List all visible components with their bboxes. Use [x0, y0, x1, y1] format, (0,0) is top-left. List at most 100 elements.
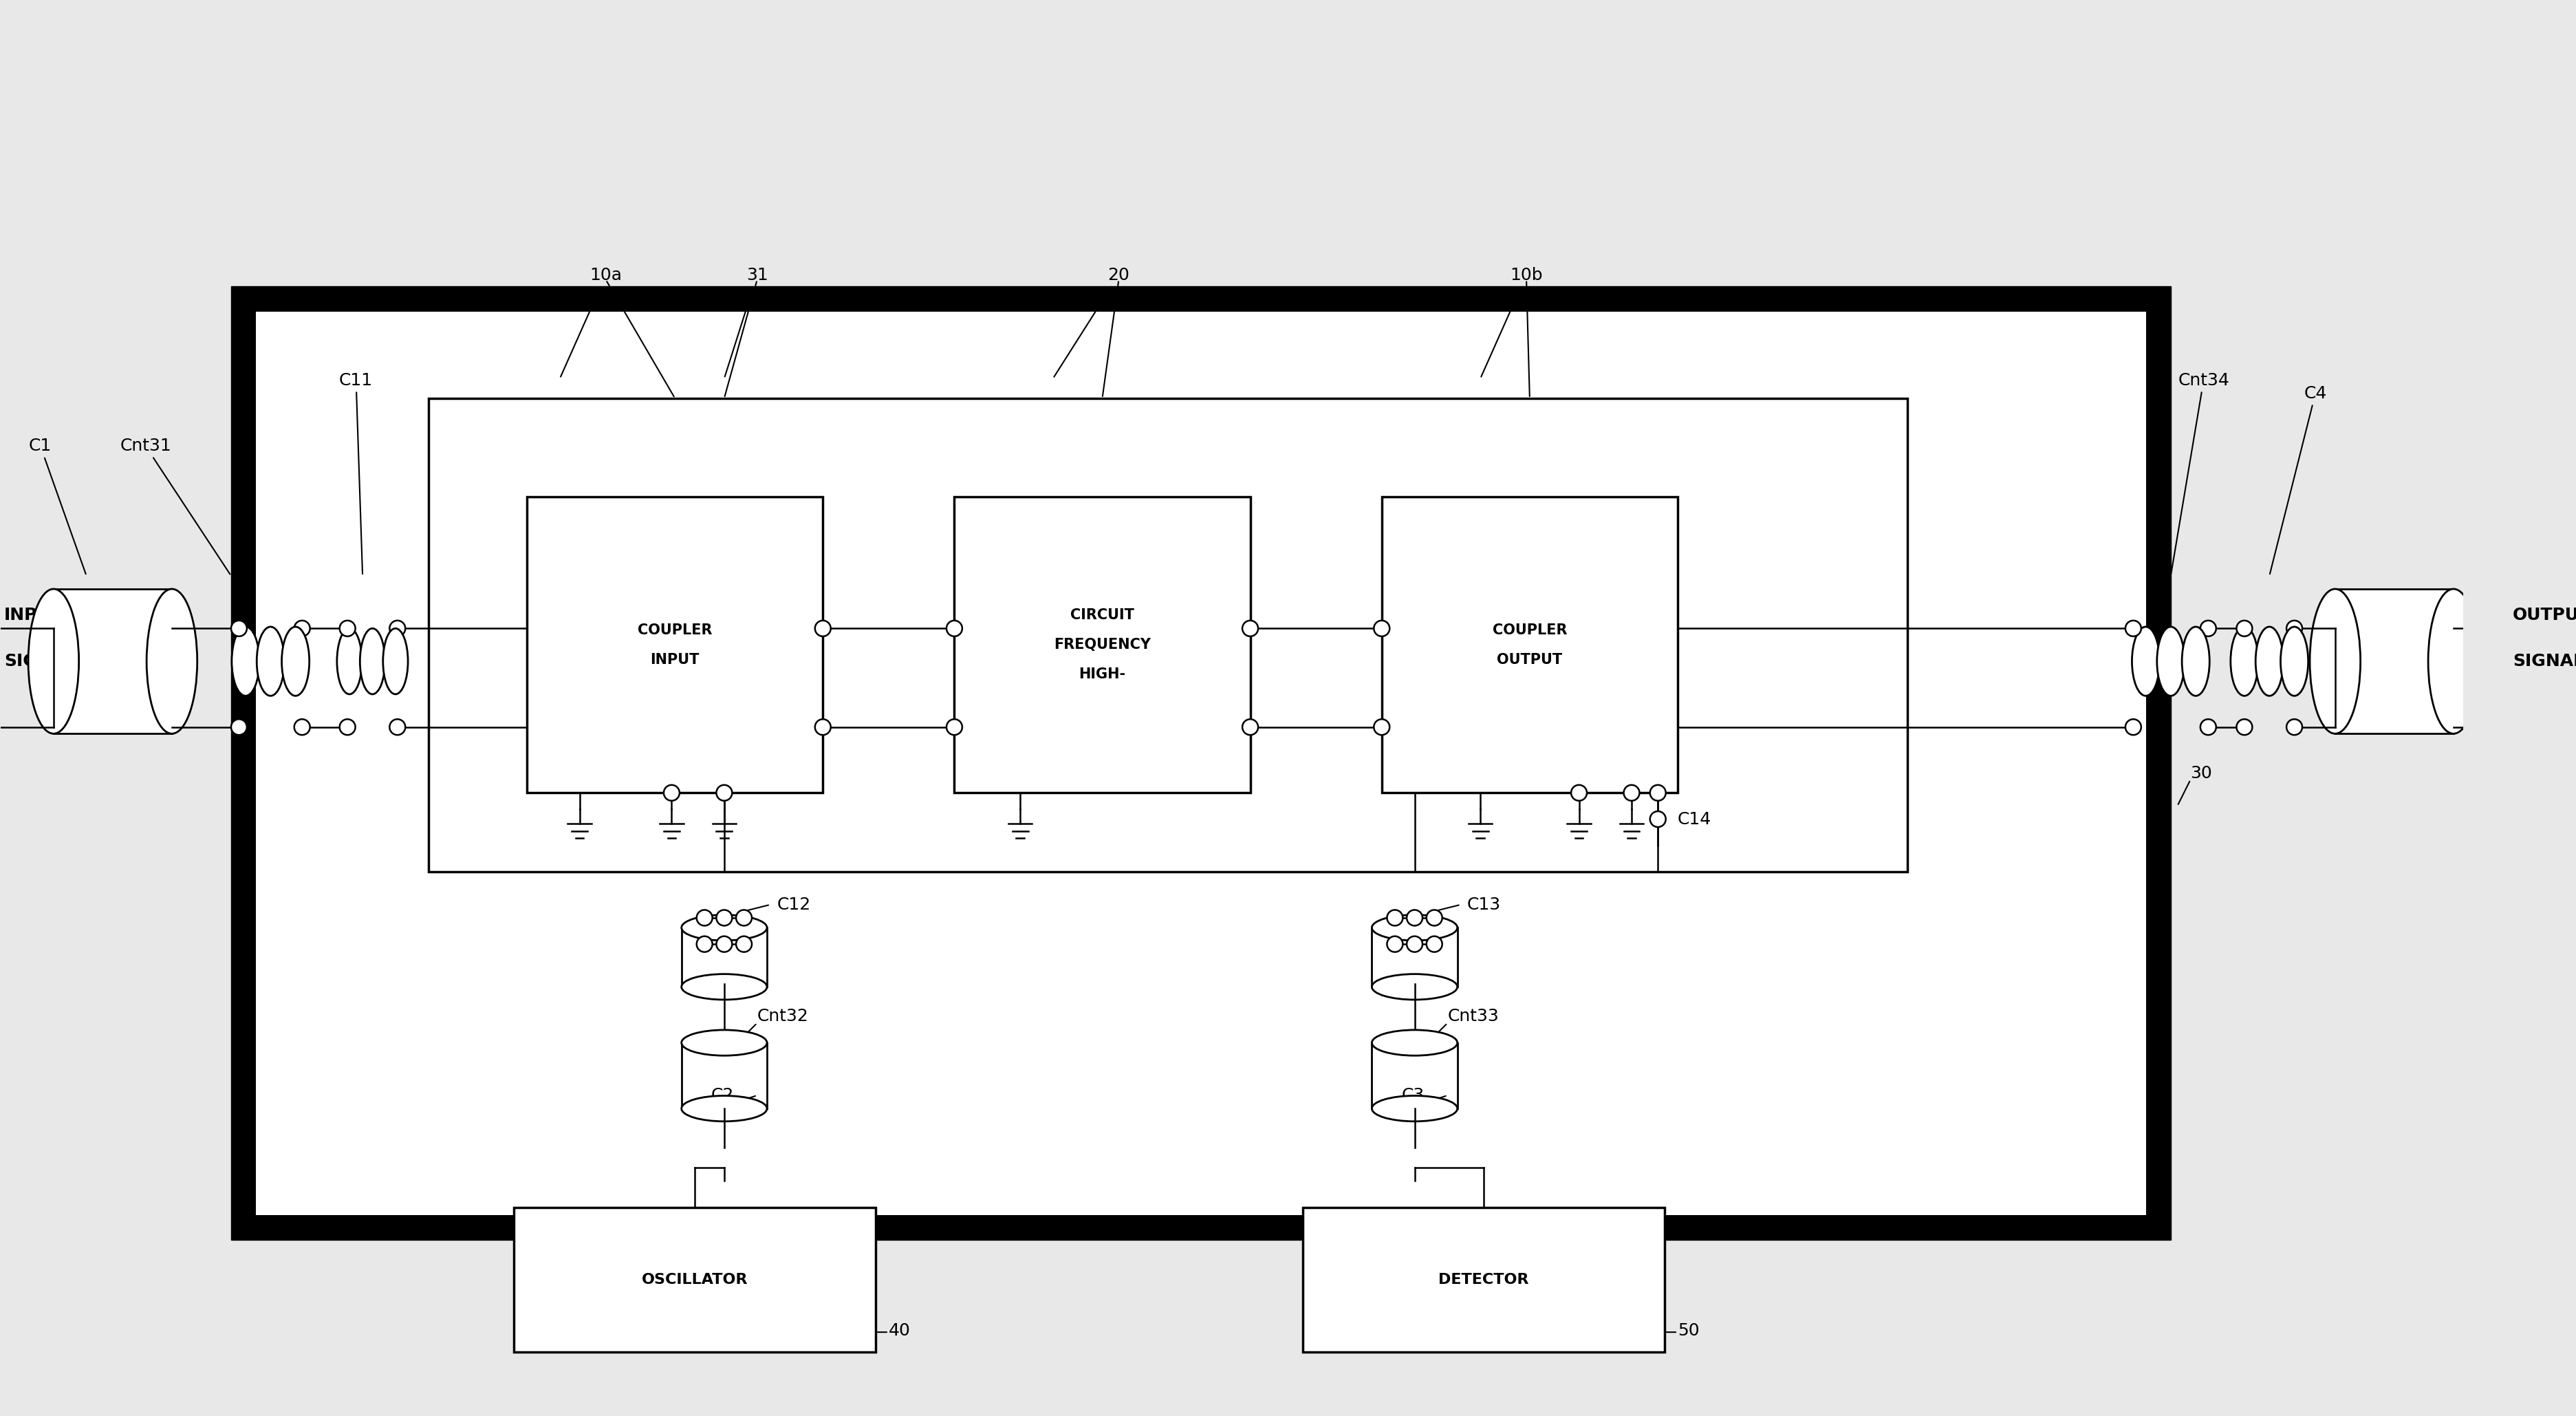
Text: Cnt32: Cnt32: [757, 1008, 809, 1025]
Circle shape: [814, 620, 829, 636]
Ellipse shape: [2257, 627, 2282, 695]
Text: 31: 31: [724, 266, 768, 377]
Circle shape: [696, 936, 714, 952]
Ellipse shape: [2280, 627, 2308, 695]
Text: COUPLER: COUPLER: [1492, 623, 1566, 637]
Text: FREQUENCY: FREQUENCY: [1054, 639, 1151, 651]
Circle shape: [1373, 620, 1388, 636]
Ellipse shape: [337, 629, 363, 694]
Ellipse shape: [2133, 627, 2159, 695]
Circle shape: [1651, 811, 1667, 827]
Circle shape: [389, 620, 404, 636]
Text: COUPLER: COUPLER: [639, 623, 711, 637]
Circle shape: [340, 620, 355, 636]
Text: 10a: 10a: [562, 266, 621, 377]
Circle shape: [2125, 719, 2141, 735]
Bar: [54, 589, 173, 733]
Text: C2: C2: [711, 1087, 734, 1103]
Ellipse shape: [683, 1029, 768, 1055]
Circle shape: [2287, 620, 2303, 636]
Text: Cnt31: Cnt31: [121, 438, 229, 575]
Text: 10b: 10b: [1481, 266, 1543, 377]
Text: C12: C12: [778, 896, 811, 913]
Text: SIGNAL: SIGNAL: [5, 653, 75, 670]
Ellipse shape: [258, 627, 283, 695]
Circle shape: [716, 910, 732, 926]
Circle shape: [2200, 719, 2215, 735]
Ellipse shape: [1373, 1029, 1458, 1055]
Circle shape: [1651, 784, 1667, 800]
Ellipse shape: [1373, 915, 1458, 940]
Circle shape: [1427, 936, 1443, 952]
Text: 30: 30: [2190, 765, 2213, 782]
Text: 40: 40: [889, 1323, 909, 1338]
Circle shape: [232, 620, 247, 636]
Text: C3: C3: [1401, 1087, 1425, 1103]
Circle shape: [737, 936, 752, 952]
Bar: [1303, 1208, 1664, 1352]
Circle shape: [716, 936, 732, 952]
Bar: [1373, 1042, 1458, 1109]
Bar: [683, 1042, 768, 1109]
Text: OSCILLATOR: OSCILLATOR: [641, 1273, 747, 1286]
Text: Cnt33: Cnt33: [1448, 1008, 1499, 1025]
Text: C14: C14: [1677, 811, 1710, 827]
Text: C1: C1: [28, 438, 85, 573]
Circle shape: [2236, 719, 2251, 735]
Circle shape: [232, 719, 247, 735]
Circle shape: [696, 910, 714, 926]
Text: Cnt34: Cnt34: [2172, 372, 2228, 573]
Circle shape: [1571, 784, 1587, 800]
Bar: [232, 286, 2172, 1240]
Ellipse shape: [1373, 974, 1458, 1000]
Circle shape: [665, 784, 680, 800]
Circle shape: [1386, 936, 1404, 952]
Circle shape: [737, 910, 752, 926]
Circle shape: [1427, 910, 1443, 926]
Ellipse shape: [2156, 627, 2184, 695]
Ellipse shape: [281, 627, 309, 695]
Bar: [528, 497, 822, 793]
Bar: [2334, 589, 2452, 733]
Text: 50: 50: [1677, 1323, 1700, 1338]
Ellipse shape: [2231, 627, 2259, 695]
Bar: [1381, 497, 1677, 793]
Ellipse shape: [683, 974, 768, 1000]
Bar: [1373, 927, 1458, 987]
Ellipse shape: [28, 589, 80, 733]
Text: C4: C4: [2269, 385, 2326, 573]
Ellipse shape: [384, 629, 407, 694]
Circle shape: [389, 719, 404, 735]
Circle shape: [1386, 910, 1404, 926]
Ellipse shape: [2311, 589, 2360, 733]
Circle shape: [2287, 719, 2303, 735]
Ellipse shape: [232, 627, 260, 695]
Circle shape: [945, 719, 963, 735]
Ellipse shape: [147, 589, 198, 733]
Ellipse shape: [683, 1096, 768, 1121]
Circle shape: [2236, 620, 2251, 636]
Circle shape: [716, 784, 732, 800]
Circle shape: [1406, 936, 1422, 952]
Text: HIGH-: HIGH-: [1079, 667, 1126, 681]
Circle shape: [2125, 620, 2141, 636]
Bar: [255, 312, 2146, 1215]
Bar: [953, 497, 1249, 793]
Text: 20: 20: [1054, 266, 1131, 377]
Bar: [513, 1208, 876, 1352]
Circle shape: [1406, 910, 1422, 926]
Circle shape: [2200, 620, 2215, 636]
Text: C11: C11: [340, 372, 374, 573]
Circle shape: [1242, 620, 1257, 636]
Bar: [683, 927, 768, 987]
Circle shape: [1242, 719, 1257, 735]
Text: C13: C13: [1468, 896, 1502, 913]
Circle shape: [814, 719, 829, 735]
Text: DETECTOR: DETECTOR: [1437, 1273, 1530, 1286]
Circle shape: [340, 719, 355, 735]
Ellipse shape: [2182, 627, 2210, 695]
Circle shape: [945, 620, 963, 636]
Ellipse shape: [1373, 1096, 1458, 1121]
Circle shape: [294, 620, 309, 636]
Ellipse shape: [2429, 589, 2478, 733]
